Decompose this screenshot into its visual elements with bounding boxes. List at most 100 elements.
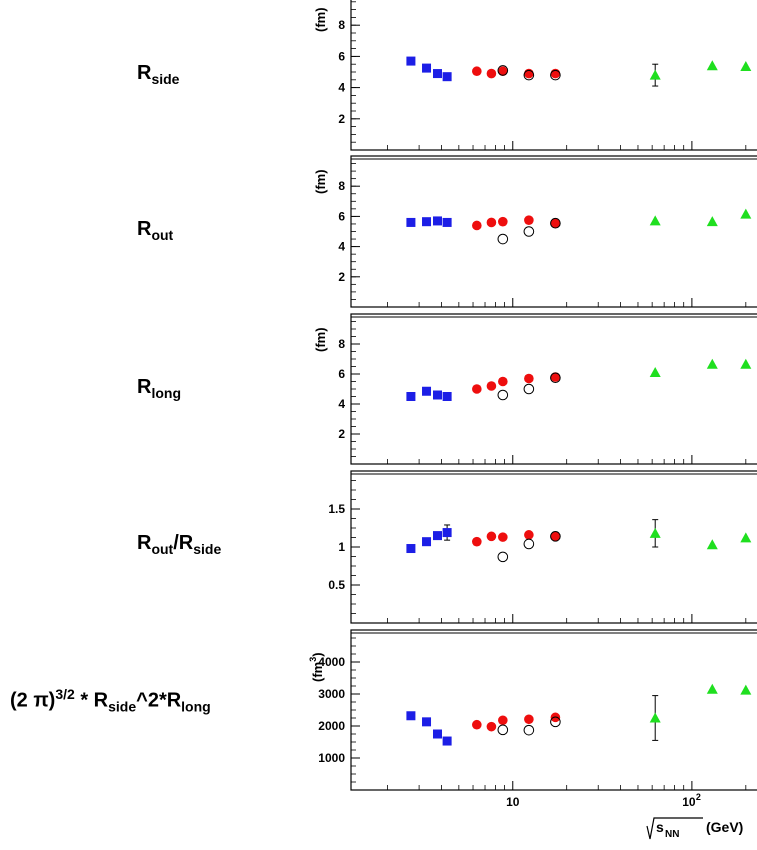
- y-tick-label: 4000: [318, 655, 345, 669]
- filled-circle-marker: [524, 530, 534, 540]
- x-tick-label-100-exponent: 2: [696, 792, 701, 802]
- square-marker: [442, 528, 452, 538]
- filled-circle-marker: [472, 220, 482, 231]
- open-circle-marker: [523, 226, 535, 237]
- row-label-sub: out: [151, 227, 174, 243]
- filled-circle-marker: [498, 376, 508, 387]
- y-tick-label: 3000: [318, 687, 345, 701]
- row-label-sub: long: [151, 385, 181, 401]
- triangle-marker: [706, 216, 718, 227]
- y-tick-label: 4: [338, 397, 345, 411]
- triangle-marker: [706, 60, 718, 71]
- y-tick-label: 1: [338, 540, 345, 554]
- open-circle-marker: [523, 383, 535, 395]
- row-label-prefix: (2 π): [10, 689, 56, 712]
- filled-circle-marker: [524, 714, 534, 725]
- square-marker: [406, 217, 416, 227]
- panel-1: 2 4 6 8 (fm): [313, 0, 757, 151]
- y-tick-label: 2: [338, 270, 345, 284]
- y-tick-label: 2000: [318, 719, 345, 733]
- filled-circle-marker: [486, 531, 497, 542]
- square-marker: [442, 72, 452, 82]
- y-tick-label: 0.5: [328, 578, 345, 592]
- row-label-r-side: Rside: [137, 62, 179, 87]
- open-circle-marker: [497, 389, 509, 401]
- panel-3: 2 4 6 8 (fm): [313, 313, 757, 465]
- triangle-marker: [706, 539, 718, 550]
- square-marker: [406, 544, 416, 554]
- open-circle-marker: [523, 538, 535, 550]
- filled-circle-marker: [498, 66, 508, 77]
- square-marker: [432, 531, 442, 541]
- y-tick-label: 6: [338, 209, 345, 223]
- open-circle-marker: [497, 551, 509, 563]
- filled-circle-marker: [498, 532, 508, 542]
- y-tick-label: 2: [338, 427, 345, 441]
- y-axis-unit-label: (fm): [313, 169, 328, 194]
- square-marker: [442, 736, 452, 746]
- row-label-sub: out: [151, 541, 174, 557]
- square-marker: [422, 217, 432, 227]
- triangle-marker: [649, 69, 661, 80]
- filled-circle-marker: [472, 384, 482, 394]
- open-circle-marker: [523, 724, 535, 736]
- open-circle-marker: [550, 716, 561, 728]
- open-circle-marker: [497, 65, 509, 76]
- row-label-sub: side: [193, 541, 222, 557]
- square-marker: [406, 56, 416, 66]
- square-marker: [422, 63, 432, 73]
- row-label-mid2: ^2*R: [136, 689, 182, 712]
- x-axis-label-subscript: NN: [665, 829, 679, 840]
- filled-circle-marker: [550, 531, 561, 542]
- chart-panels: 2 4 6 8 (fm) 2 4 6 8 (fm) 2 4 6 8 (fm) 0.5 1 1.5 1000 2000 3…: [308, 0, 757, 791]
- triangle-marker: [740, 208, 752, 219]
- filled-circle-marker: [498, 216, 508, 227]
- y-axis-unit-label: (fm): [313, 327, 328, 352]
- square-marker: [442, 392, 452, 401]
- y-tick-label: 1000: [318, 751, 345, 765]
- panel-frame: [350, 313, 757, 465]
- panel-markers: [406, 358, 752, 401]
- square-marker: [406, 711, 416, 721]
- row-label-volume: (2 π)3/2 * Rside^2*Rlong: [10, 686, 211, 715]
- open-circle-marker: [550, 217, 561, 229]
- square-marker: [432, 390, 442, 400]
- filled-circle-marker: [550, 372, 561, 382]
- triangle-marker: [706, 683, 718, 694]
- y-tick-label: 1.5: [328, 502, 345, 516]
- open-circle-marker: [497, 233, 509, 245]
- y-axis-unit-label: (fm3): [308, 652, 325, 682]
- filled-circle-marker: [486, 721, 497, 732]
- panel-markers: [406, 683, 752, 746]
- y-tick-label: 2: [338, 112, 345, 126]
- triangle-marker: [740, 358, 752, 369]
- row-label-slash: /R: [173, 532, 194, 554]
- x-axis-label-s: s: [656, 819, 664, 835]
- filled-circle-marker: [486, 68, 497, 79]
- row-label-mid: * R: [74, 689, 109, 712]
- square-marker: [432, 69, 442, 79]
- row-label-sub: side: [151, 71, 180, 87]
- panel-markers: [406, 519, 752, 563]
- row-label-r-out-over-r-side: Rout/Rside: [137, 532, 221, 557]
- y-tick-label: 8: [338, 337, 345, 351]
- triangle-marker: [649, 215, 661, 226]
- open-circle-marker: [550, 531, 561, 542]
- triangle-marker: [649, 367, 661, 377]
- row-label-main: R: [137, 62, 152, 84]
- filled-circle-marker: [472, 719, 482, 730]
- panel-markers: [406, 208, 752, 245]
- row-label-r-long: Rlong: [137, 376, 181, 401]
- filled-circle-marker: [472, 66, 482, 77]
- square-marker: [442, 217, 452, 227]
- square-marker: [422, 717, 432, 727]
- row-label-main: R: [137, 376, 152, 398]
- panel-frame: [350, 155, 757, 308]
- triangle-marker: [740, 532, 752, 543]
- open-circle-marker: [550, 372, 561, 384]
- x-tick-label-10: 10: [506, 795, 520, 809]
- panel-markers: [406, 56, 752, 87]
- panel-5: 1000 2000 3000 4000(fm3): [308, 629, 757, 791]
- row-label-sup: 3/2: [55, 686, 75, 702]
